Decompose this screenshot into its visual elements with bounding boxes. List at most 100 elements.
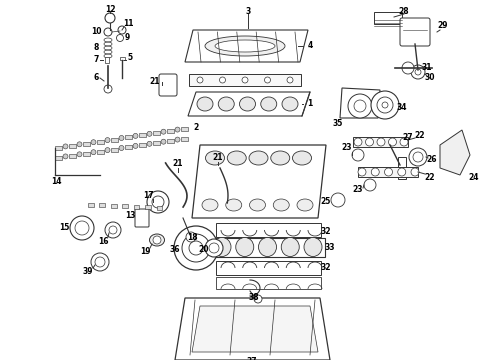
Bar [139,143,146,147]
Polygon shape [440,130,470,175]
Bar [398,157,406,179]
Text: 25: 25 [321,198,331,207]
Bar [111,204,117,208]
Text: 3: 3 [245,6,250,15]
Text: 14: 14 [51,177,61,186]
Text: 12: 12 [105,4,115,13]
Circle shape [174,226,218,270]
Text: 32: 32 [321,226,331,235]
Ellipse shape [218,97,234,111]
Bar [125,145,132,149]
Ellipse shape [240,97,255,111]
Text: 13: 13 [125,211,135,220]
Text: 22: 22 [415,130,425,139]
Text: 10: 10 [91,27,101,36]
Circle shape [197,77,203,83]
Bar [134,205,140,209]
Circle shape [95,257,105,267]
Bar [358,167,418,177]
Circle shape [119,135,124,140]
Bar [83,142,90,146]
Bar [99,203,105,207]
Text: 37: 37 [246,357,257,360]
Bar [111,138,118,141]
Ellipse shape [205,36,285,56]
Text: 31: 31 [422,63,432,72]
Text: 28: 28 [399,6,409,15]
Circle shape [409,148,427,166]
Polygon shape [188,92,310,116]
Circle shape [63,154,68,159]
Text: 9: 9 [124,33,130,42]
Circle shape [147,191,169,213]
Ellipse shape [304,238,322,256]
Bar [153,131,160,135]
Circle shape [104,85,112,93]
Ellipse shape [354,138,362,146]
Circle shape [209,243,219,253]
Circle shape [411,65,425,79]
Ellipse shape [366,138,373,146]
Text: 15: 15 [59,224,69,233]
Circle shape [91,150,96,155]
Circle shape [91,253,109,271]
Ellipse shape [273,199,289,211]
Circle shape [105,138,110,143]
Circle shape [402,62,414,74]
Circle shape [105,222,121,238]
Ellipse shape [215,40,275,52]
Ellipse shape [261,97,277,111]
Text: 16: 16 [98,238,108,247]
Circle shape [354,100,366,112]
Bar [55,146,62,150]
Bar [181,127,188,131]
Ellipse shape [226,199,242,211]
Bar [125,135,132,139]
Text: 23: 23 [342,144,352,153]
Circle shape [186,232,196,242]
Ellipse shape [205,151,224,165]
Circle shape [152,196,164,208]
Ellipse shape [249,199,266,211]
Ellipse shape [385,168,392,176]
Bar [97,140,104,144]
Ellipse shape [371,168,379,176]
Text: 33: 33 [325,243,335,252]
Bar [69,154,76,158]
Circle shape [104,28,112,36]
Bar [157,206,162,210]
Text: 8: 8 [93,42,98,51]
Circle shape [382,102,388,108]
Ellipse shape [202,199,218,211]
Ellipse shape [249,151,268,165]
Text: 17: 17 [143,192,153,201]
Circle shape [77,142,82,147]
Circle shape [161,129,166,134]
Ellipse shape [271,151,290,165]
Circle shape [265,77,270,83]
Ellipse shape [411,168,419,176]
Circle shape [147,141,152,146]
FancyBboxPatch shape [400,18,430,46]
Ellipse shape [389,138,396,146]
Circle shape [352,149,364,161]
Text: 39: 39 [83,267,93,276]
Circle shape [242,77,248,83]
Text: 36: 36 [170,246,180,255]
Ellipse shape [398,168,406,176]
Ellipse shape [297,199,313,211]
Circle shape [331,193,345,207]
Circle shape [147,131,152,136]
Circle shape [133,143,138,148]
Bar [216,223,320,237]
Circle shape [205,239,223,257]
Circle shape [153,236,161,244]
Text: 20: 20 [199,246,209,255]
Ellipse shape [197,97,213,111]
Bar [352,137,408,147]
Bar [139,133,146,138]
Circle shape [77,152,82,157]
Text: 35: 35 [333,120,343,129]
Circle shape [70,216,94,240]
Circle shape [119,145,124,150]
